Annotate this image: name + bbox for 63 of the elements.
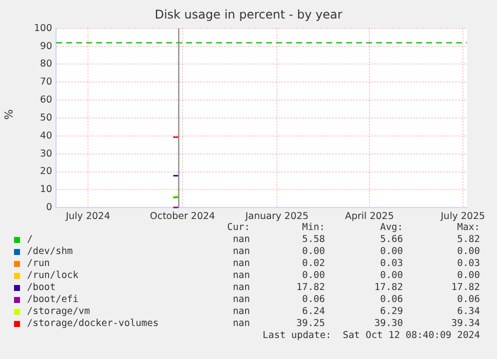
- text: nan: [232, 318, 250, 330]
- text: 0.00: [301, 270, 325, 282]
- text: Cur:: [226, 222, 250, 234]
- chart-title: Disk usage in percent - by year: [154, 7, 342, 22]
- text: Avg:: [379, 222, 403, 234]
- y-tick-label: 0: [46, 202, 52, 214]
- x-tick-label: October 2024: [150, 210, 216, 222]
- text: nan: [232, 258, 250, 270]
- y-tick-label: 50: [40, 112, 52, 124]
- text: 0.00: [301, 246, 325, 258]
- text: 0.00: [379, 270, 403, 282]
- y-tick-label: 40: [40, 130, 52, 142]
- text: 6.34: [456, 306, 480, 318]
- text: 0.03: [379, 258, 403, 270]
- text: nan: [232, 306, 250, 318]
- x-tick-label: January 2025: [244, 210, 309, 222]
- legend-label: /boot: [27, 282, 56, 294]
- text: 5.82: [456, 234, 480, 246]
- y-tick-label: 60: [40, 94, 52, 106]
- y-tick-label: 70: [40, 76, 52, 88]
- text: 39.30: [373, 318, 403, 330]
- y-tick-label: 80: [40, 58, 52, 70]
- legend-label: /storage/docker-volumes: [27, 318, 159, 330]
- legend-label: /run: [27, 258, 50, 270]
- text: nan: [232, 282, 250, 294]
- text: 6.29: [379, 306, 403, 318]
- text: 0.00: [456, 246, 480, 258]
- text: 0.06: [456, 294, 480, 306]
- text: 39.25: [295, 318, 325, 330]
- text: 39.34: [450, 318, 480, 330]
- text: 0.00: [379, 246, 403, 258]
- legend-label: /run/lock: [27, 270, 78, 282]
- legend-label: /: [27, 234, 33, 246]
- text: 0.00: [456, 270, 480, 282]
- text: 17.82: [295, 282, 325, 294]
- text: nan: [232, 294, 250, 306]
- text: 6.24: [301, 306, 325, 318]
- x-tick-label: July 2024: [64, 210, 110, 222]
- x-tick-label: July 2025: [440, 210, 486, 222]
- y-tick-label: 100: [34, 22, 52, 34]
- text: Max:: [456, 222, 480, 234]
- y-tick-label: 90: [40, 40, 52, 52]
- y-tick-label: 10: [40, 184, 52, 196]
- text: 5.66: [379, 234, 403, 246]
- text: nan: [232, 246, 250, 258]
- legend-label: /dev/shm: [27, 246, 73, 258]
- text: Min:: [301, 222, 325, 234]
- text: nan: [232, 234, 250, 246]
- x-tick-label: April 2025: [344, 210, 394, 222]
- text: nan: [232, 270, 250, 282]
- legend-label: /storage/vm: [27, 306, 90, 318]
- text: 17.82: [450, 282, 480, 294]
- text: 0.02: [301, 258, 325, 270]
- y-tick-label: 20: [40, 166, 52, 178]
- text: 5.58: [301, 234, 325, 246]
- legend-label: /boot/efi: [27, 294, 78, 306]
- y-tick-label: 30: [40, 148, 52, 160]
- text: 0.06: [379, 294, 403, 306]
- text: 0.06: [301, 294, 325, 306]
- y-axis-title: %: [2, 109, 16, 120]
- text: 0.03: [456, 258, 480, 270]
- text: Last update: Sat Oct 12 08:40:09 2024: [262, 330, 481, 342]
- text: 17.82: [373, 282, 403, 294]
